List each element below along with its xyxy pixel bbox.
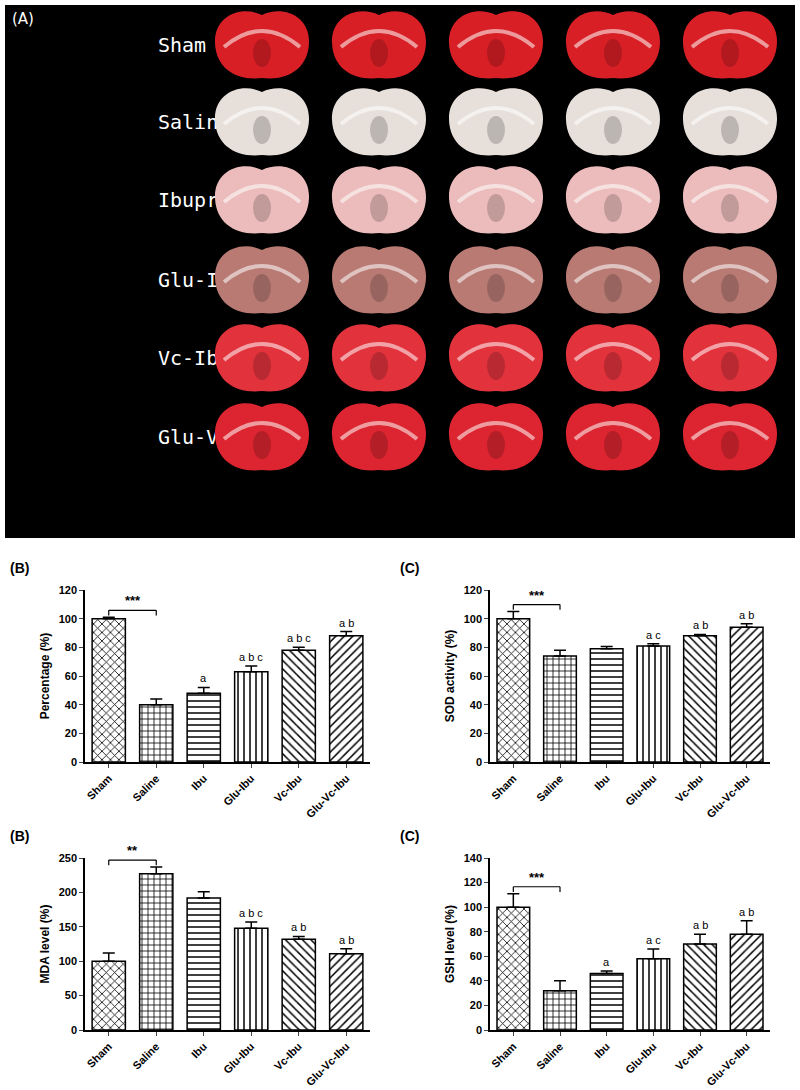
svg-text:50: 50 <box>65 989 77 1001</box>
svg-text:a: a <box>200 672 207 684</box>
svg-text:0: 0 <box>476 1024 482 1036</box>
svg-text:Glu-Vc-Ibu: Glu-Vc-Ibu <box>304 772 352 820</box>
svg-text:Glu-Ibu: Glu-Ibu <box>623 772 659 808</box>
svg-text:40: 40 <box>65 699 77 711</box>
svg-text:Glu-Ibu: Glu-Ibu <box>158 268 243 292</box>
svg-text:a b c: a b c <box>239 907 263 919</box>
svg-text:SOD activity (%): SOD activity (%) <box>443 630 457 723</box>
svg-text:Sham: Sham <box>158 33 206 57</box>
svg-text:Sham: Sham <box>489 1040 519 1070</box>
svg-text:80: 80 <box>470 641 482 653</box>
svg-text:a b: a b <box>739 609 754 621</box>
svg-text:Vc-Ibu: Vc-Ibu <box>272 1040 304 1072</box>
svg-text:a: a <box>603 956 610 968</box>
svg-text:40: 40 <box>470 699 482 711</box>
svg-text:100: 100 <box>464 901 482 913</box>
svg-text:a c: a c <box>646 629 661 641</box>
svg-text:80: 80 <box>65 641 77 653</box>
svg-text:Saline: Saline <box>534 1040 565 1071</box>
svg-text:Sham: Sham <box>84 772 114 802</box>
svg-text:120: 120 <box>59 584 77 596</box>
svg-text:Saline: Saline <box>130 772 161 803</box>
svg-text:a b: a b <box>739 906 754 918</box>
svg-text:Glu-Ibu: Glu-Ibu <box>623 1040 659 1076</box>
svg-text:(C): (C) <box>400 828 419 844</box>
svg-text:Percentage (%): Percentage (%) <box>38 633 52 720</box>
svg-text:0: 0 <box>71 756 77 768</box>
svg-text:120: 120 <box>464 876 482 888</box>
svg-text:***: *** <box>529 588 545 603</box>
svg-text:a c: a c <box>646 934 661 946</box>
svg-text:Ibu: Ibu <box>592 1040 612 1060</box>
svg-text:(C): (C) <box>400 560 419 576</box>
svg-text:Ibu: Ibu <box>592 772 612 792</box>
svg-text:40: 40 <box>470 975 482 987</box>
svg-text:a b: a b <box>693 919 708 931</box>
svg-text:100: 100 <box>59 613 77 625</box>
svg-text:***: *** <box>125 593 141 608</box>
svg-text:(A): (A) <box>12 10 34 28</box>
svg-text:MDA level (%): MDA level (%) <box>38 905 52 984</box>
svg-text:250: 250 <box>59 852 77 864</box>
svg-text:20: 20 <box>470 727 482 739</box>
svg-text:a b: a b <box>339 617 354 629</box>
svg-text:Sham: Sham <box>84 1040 114 1070</box>
svg-text:(B): (B) <box>10 560 29 576</box>
svg-text:Sham: Sham <box>489 772 519 802</box>
svg-text:**: ** <box>127 843 138 858</box>
svg-text:80: 80 <box>470 926 482 938</box>
svg-text:Glu-Ibu: Glu-Ibu <box>221 1040 257 1076</box>
svg-text:0: 0 <box>71 1024 77 1036</box>
svg-text:200: 200 <box>59 886 77 898</box>
svg-text:Glu-Vc-Ibu: Glu-Vc-Ibu <box>304 1040 352 1088</box>
svg-text:20: 20 <box>65 727 77 739</box>
svg-text:***: *** <box>529 870 545 885</box>
svg-text:60: 60 <box>470 670 482 682</box>
svg-text:100: 100 <box>59 955 77 967</box>
svg-text:Saline: Saline <box>130 1040 161 1071</box>
svg-text:(B): (B) <box>10 828 29 844</box>
svg-text:Saline: Saline <box>534 772 565 803</box>
svg-text:a b: a b <box>693 619 708 631</box>
svg-text:a b: a b <box>339 934 354 946</box>
svg-text:0: 0 <box>476 756 482 768</box>
svg-text:Vc-Ibu: Vc-Ibu <box>673 1040 705 1072</box>
svg-text:Vc-Ibu: Vc-Ibu <box>673 772 705 804</box>
svg-text:60: 60 <box>470 950 482 962</box>
svg-text:140: 140 <box>464 852 482 864</box>
svg-text:Glu-Vc-Ibu: Glu-Vc-Ibu <box>704 1040 752 1088</box>
svg-text:100: 100 <box>464 613 482 625</box>
svg-text:Ibuprofen: Ibuprofen <box>158 188 267 212</box>
svg-text:20: 20 <box>470 999 482 1011</box>
svg-text:60: 60 <box>65 670 77 682</box>
svg-text:GSH level (%): GSH level (%) <box>443 905 457 983</box>
svg-text:a b c: a b c <box>287 632 311 644</box>
svg-text:a b: a b <box>291 921 306 933</box>
svg-text:Vc-Ibu: Vc-Ibu <box>272 772 304 804</box>
svg-text:150: 150 <box>59 921 77 933</box>
svg-text:a b c: a b c <box>239 651 263 663</box>
svg-text:Ibu: Ibu <box>189 772 209 792</box>
svg-text:120: 120 <box>464 584 482 596</box>
svg-text:Ibu: Ibu <box>189 1040 209 1060</box>
svg-text:Vc-Ibu: Vc-Ibu <box>158 346 231 370</box>
svg-text:Glu-Vc-Ibu: Glu-Vc-Ibu <box>704 772 752 820</box>
svg-text:Saline: Saline <box>158 110 231 134</box>
svg-text:Glu-Ibu: Glu-Ibu <box>221 772 257 808</box>
